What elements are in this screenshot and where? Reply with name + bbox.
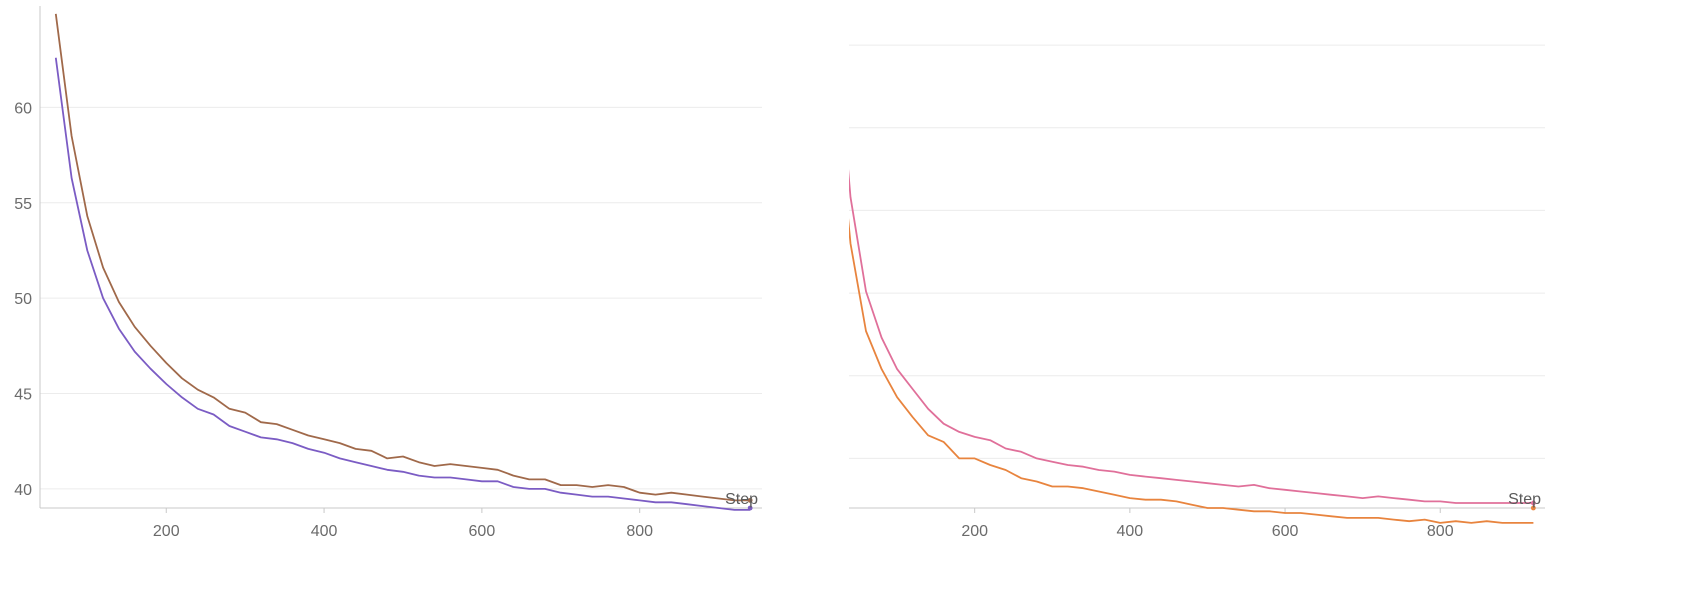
series-end-point-1 bbox=[747, 497, 753, 503]
x-tick-label: 200 bbox=[153, 523, 180, 540]
y-tick-label: 45 bbox=[14, 387, 32, 404]
series-line-1 bbox=[849, 168, 1534, 504]
series-line-2 bbox=[849, 218, 1534, 524]
series-end-point-1 bbox=[1530, 500, 1536, 506]
series-line-1 bbox=[54, 13, 751, 502]
x-tick-label: 800 bbox=[626, 523, 653, 540]
y-tick-label: 40 bbox=[14, 482, 32, 499]
series-end-point-2 bbox=[747, 505, 753, 511]
y-tick-label: 60 bbox=[14, 100, 32, 117]
x-tick-label: 600 bbox=[1272, 523, 1299, 540]
chart-panel-right: 354045505560200400600800Step bbox=[849, 0, 1698, 590]
x-axis-title: Step bbox=[1508, 491, 1541, 508]
x-tick-label: 800 bbox=[1427, 523, 1454, 540]
x-axis-title: Step bbox=[725, 491, 758, 508]
chart-left: 40 45 50 55 60 200 400 600 800 Step bbox=[14, 6, 762, 540]
x-tick-label: 600 bbox=[469, 523, 496, 540]
chart-panel-left: 40 45 50 55 60 200 400 600 800 Step bbox=[14, 6, 762, 540]
x-tick-label: 400 bbox=[311, 523, 338, 540]
series-line-2 bbox=[54, 57, 751, 511]
series-end-point-2 bbox=[1530, 505, 1536, 511]
x-tick-label: 200 bbox=[961, 523, 988, 540]
chart-right: 354045505560200400600800Step bbox=[849, 44, 1545, 540]
y-tick-label: 50 bbox=[14, 291, 32, 308]
y-tick-label: 55 bbox=[14, 196, 32, 213]
x-tick-label: 400 bbox=[1117, 523, 1144, 540]
